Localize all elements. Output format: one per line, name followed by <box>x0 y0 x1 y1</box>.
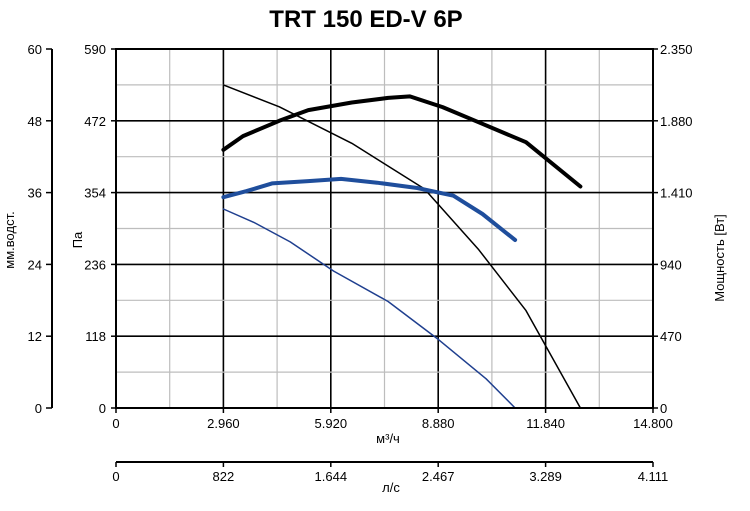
y-axis-label-left-outer: мм.водст. <box>2 211 17 268</box>
series-line-2 <box>222 208 516 409</box>
y-tick-label-pa: 354 <box>84 186 106 201</box>
y-tick-label-mm: 12 <box>28 329 42 344</box>
x2-tick-label: 1.644 <box>315 469 348 484</box>
y-tick-label-power: 1.880 <box>660 114 693 129</box>
x2-tick-label: 0 <box>112 469 119 484</box>
y-tick-label-pa: 472 <box>84 114 106 129</box>
y-tick-label-power: 470 <box>660 329 682 344</box>
plot-grid <box>116 49 653 408</box>
x-tick-label: 5.920 <box>315 416 348 431</box>
y-tick-label-power: 2.350 <box>660 42 693 57</box>
y-tick-label-mm: 24 <box>28 257 42 272</box>
y-tick-label-power: 1.410 <box>660 186 693 201</box>
x-tick-label: 2.960 <box>207 416 240 431</box>
y-axis-label-left-inner: Па <box>70 231 85 248</box>
x2-tick-label: 822 <box>213 469 235 484</box>
x-tick-label: 8.880 <box>422 416 455 431</box>
series-line-3 <box>221 94 583 189</box>
y-tick-label-pa: 118 <box>85 329 106 344</box>
x-tick-label: 11.840 <box>526 416 565 431</box>
x2-tick-label: 4.111 <box>638 469 669 484</box>
plot-border <box>115 48 654 409</box>
y-tick-label-power: 940 <box>660 257 682 272</box>
y-tick-label-mm: 48 <box>28 114 42 129</box>
x2-tick-label: 3.289 <box>529 469 562 484</box>
y-tick-label-mm: 0 <box>35 401 42 416</box>
y-axis-label-right: Мощность [Вт] <box>712 214 727 302</box>
y-tick-label-mm: 36 <box>28 186 42 201</box>
y-tick-label-mm: 60 <box>28 42 42 57</box>
y-tick-label-pa: 236 <box>84 257 106 272</box>
x2-axis-label: л/с <box>382 480 400 495</box>
chart-title: TRT 150 ED-V 6P <box>269 6 462 33</box>
x-tick-label: 14.800 <box>633 416 673 431</box>
x-axis-label: м³/ч <box>376 431 400 446</box>
series-line-4 <box>221 176 518 242</box>
y-tick-label-pa: 0 <box>99 401 106 416</box>
y-tick-label-power: 0 <box>660 401 667 416</box>
plot-frame <box>51 48 654 463</box>
y-tick-label-pa: 590 <box>84 42 106 57</box>
x2-tick-label: 2.467 <box>422 469 455 484</box>
x-tick-label: 0 <box>112 416 119 431</box>
plot-series <box>221 84 583 409</box>
